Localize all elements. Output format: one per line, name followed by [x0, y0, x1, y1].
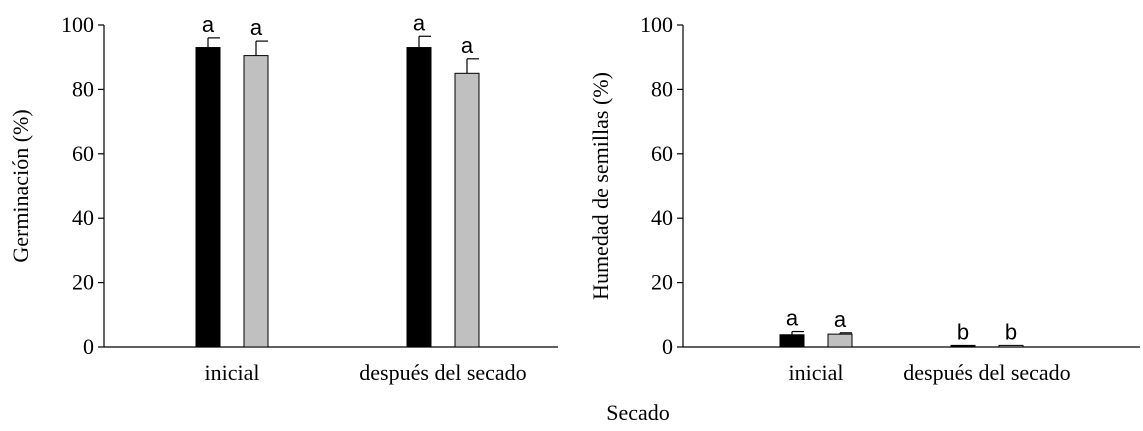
y-axis-title: Humedad de semillas (%)	[588, 72, 613, 300]
x-category-label: inicial	[205, 360, 260, 385]
significance-letter: a	[834, 307, 847, 332]
chart-panel-germinacion: 0 20 40 60 80 100 inicial después del secado Ger…	[8, 10, 558, 385]
y-axis-title: Germinación (%)	[8, 109, 33, 262]
y-tick-label: 0	[662, 334, 673, 359]
y-tick-label: 80	[651, 76, 673, 101]
significance-letter: a	[413, 10, 426, 35]
y-tick-label: 20	[651, 270, 673, 295]
bar	[779, 334, 805, 348]
y-tick-label: 100	[640, 12, 673, 37]
bar	[950, 344, 976, 348]
y-tick-label: 60	[72, 141, 94, 166]
bar	[827, 333, 853, 348]
y-tick-label: 80	[72, 76, 94, 101]
significance-letter: a	[461, 33, 474, 58]
y-tick-label: 40	[651, 205, 673, 230]
significance-letter: b	[1005, 319, 1017, 344]
x-category-label: inicial	[789, 360, 844, 385]
y-tick-label: 20	[72, 270, 94, 295]
y-tick-label: 0	[83, 334, 94, 359]
significance-letter: a	[250, 15, 263, 40]
x-category-label: después del secado	[903, 360, 1070, 385]
x-category-label: después del secado	[359, 360, 526, 385]
bar	[243, 55, 269, 348]
bar	[998, 344, 1024, 348]
y-tick-label: 100	[61, 12, 94, 37]
significance-letter: b	[957, 319, 969, 344]
bar	[195, 47, 221, 348]
y-tick-label: 40	[72, 205, 94, 230]
bar	[406, 47, 432, 348]
significance-letter: a	[202, 12, 215, 37]
shared-x-axis-title: Secado	[606, 400, 670, 425]
significance-letter: a	[786, 306, 799, 331]
bar	[454, 72, 480, 348]
y-tick-label: 60	[651, 141, 673, 166]
chart-panel-humedad: 0 20 40 60 80 100 inicial después del secado Hum…	[588, 12, 1140, 385]
